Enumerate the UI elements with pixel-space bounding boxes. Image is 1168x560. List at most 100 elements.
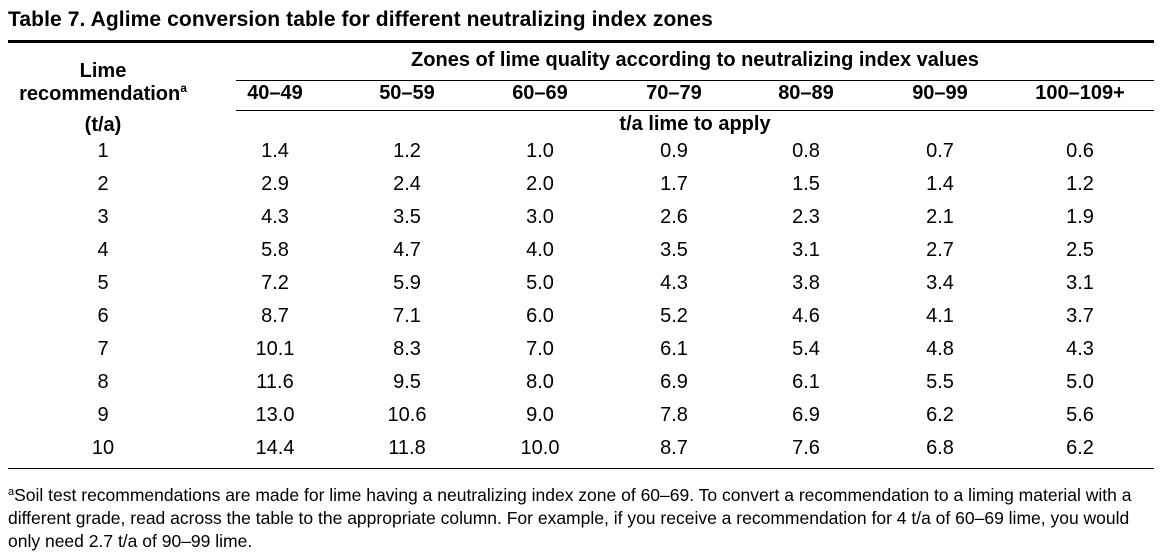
lime-to-apply-cell: 3.4	[926, 272, 954, 294]
lime-to-apply-cell: 9.5	[393, 371, 421, 393]
lime-to-apply-cell: 0.6	[1066, 140, 1094, 162]
lime-to-apply-cell: 0.7	[926, 140, 954, 162]
lime-header-footnote-mark: a	[180, 81, 187, 95]
footnote: aSoil test recommendations are made for …	[8, 481, 1158, 553]
lime-to-apply-cell: 6.8	[926, 437, 954, 459]
lime-to-apply-cell: 1.9	[1066, 206, 1094, 228]
lime-to-apply-cell: 5.2	[660, 305, 688, 327]
lime-to-apply-cell: 8.7	[261, 305, 289, 327]
lime-recommendation-cell: 7	[97, 338, 109, 360]
lime-recommendation-cell: 4	[97, 239, 109, 261]
apply-underline	[236, 110, 1154, 111]
lime-to-apply-cell: 5.9	[393, 272, 421, 294]
lime-to-apply-cell: 10.6	[387, 404, 427, 426]
lime-to-apply-cell: 6.0	[526, 305, 554, 327]
lime-to-apply-cell: 1.4	[261, 140, 289, 162]
lime-recommendation-cell: 3	[97, 206, 109, 228]
lime-to-apply-cell: 4.3	[1066, 338, 1094, 360]
lime-to-apply-cell: 1.0	[526, 140, 554, 162]
lime-recommendation-cell: 6	[97, 305, 109, 327]
lime-to-apply-cell: 5.5	[926, 371, 954, 393]
lime-to-apply-cell: 5.8	[261, 239, 289, 261]
lime-to-apply-cell: 2.4	[393, 173, 421, 195]
lime-to-apply-cell: 2.3	[792, 206, 820, 228]
top-rule	[8, 40, 1154, 43]
lime-to-apply-cell: 11.8	[388, 437, 426, 459]
zone-header: 70–79	[646, 82, 702, 104]
lime-to-apply-cell: 4.8	[926, 338, 954, 360]
lime-to-apply-cell: 7.8	[660, 404, 688, 426]
zones-caption: Zones of lime quality according to neutr…	[411, 49, 979, 71]
lime-recommendation-cell: 8	[97, 371, 109, 393]
zone-header: 80–89	[778, 82, 834, 104]
lime-to-apply-cell: 2.9	[261, 173, 289, 195]
lime-to-apply-cell: 4.1	[926, 305, 954, 327]
lime-to-apply-cell: 1.5	[792, 173, 820, 195]
lime-to-apply-cell: 4.6	[792, 305, 820, 327]
lime-to-apply-cell: 3.7	[1066, 305, 1094, 327]
lime-to-apply-cell: 13.0	[255, 404, 295, 426]
lime-to-apply-cell: 6.2	[1066, 437, 1094, 459]
lime-to-apply-cell: 10.1	[255, 338, 295, 360]
table-title: Table 7. Aglime conversion table for dif…	[8, 8, 713, 31]
lime-to-apply-cell: 5.4	[792, 338, 820, 360]
lime-to-apply-cell: 8.3	[393, 338, 421, 360]
lime-recommendation-cell: 1	[97, 140, 109, 162]
zones-underline	[236, 80, 1154, 81]
lime-to-apply-cell: 5.6	[1066, 404, 1094, 426]
lime-to-apply-cell: 0.8	[792, 140, 820, 162]
lime-to-apply-cell: 9.0	[526, 404, 554, 426]
lime-to-apply-cell: 5.0	[1066, 371, 1094, 393]
zone-header: 50–59	[379, 82, 435, 104]
unit-label: (t/a)	[84, 114, 122, 136]
zone-header: 100–109+	[1035, 82, 1125, 104]
lime-recommendation-cell: 9	[97, 404, 109, 426]
zone-header: 60–69	[512, 82, 568, 104]
lime-to-apply-cell: 7.2	[261, 272, 289, 294]
lime-header-line1: Lime	[79, 60, 127, 82]
lime-to-apply-cell: 4.0	[526, 239, 554, 261]
lime-to-apply-cell: 3.0	[526, 206, 554, 228]
footnote-text: Soil test recommendations are made for l…	[8, 485, 1132, 551]
lime-to-apply-cell: 7.6	[792, 437, 820, 459]
lime-to-apply-cell: 5.0	[526, 272, 554, 294]
lime-to-apply-cell: 6.9	[792, 404, 820, 426]
zone-header: 90–99	[912, 82, 968, 104]
zone-header: 40–49	[247, 82, 303, 104]
lime-to-apply-cell: 11.6	[256, 371, 294, 393]
lime-to-apply-cell: 2.1	[926, 206, 954, 228]
lime-to-apply-cell: 4.7	[393, 239, 421, 261]
lime-to-apply-cell: 10.0	[520, 437, 560, 459]
lime-header-line2: recommendationa	[8, 81, 198, 106]
lime-to-apply-cell: 2.0	[526, 173, 554, 195]
lime-to-apply-cell: 7.1	[393, 305, 421, 327]
lime-to-apply-cell: 8.7	[660, 437, 688, 459]
lime-to-apply-cell: 3.8	[792, 272, 820, 294]
lime-to-apply-cell: 3.5	[660, 239, 688, 261]
lime-to-apply-cell: 3.5	[393, 206, 421, 228]
lime-to-apply-cell: 14.4	[255, 437, 295, 459]
lime-to-apply-cell: 6.2	[926, 404, 954, 426]
lime-to-apply-cell: 2.6	[660, 206, 688, 228]
lime-to-apply-cell: 6.1	[660, 338, 688, 360]
lime-to-apply-cell: 1.2	[393, 140, 421, 162]
lime-to-apply-cell: 4.3	[660, 272, 688, 294]
apply-caption: t/a lime to apply	[619, 113, 771, 135]
lime-to-apply-cell: 3.1	[1066, 272, 1094, 294]
lime-to-apply-cell: 7.0	[526, 338, 554, 360]
lime-recommendation-cell: 2	[97, 173, 109, 195]
lime-to-apply-cell: 4.3	[261, 206, 289, 228]
lime-recommendation-cell: 5	[97, 272, 109, 294]
lime-header-text: recommendation	[19, 83, 181, 105]
lime-to-apply-cell: 2.7	[926, 239, 954, 261]
lime-recommendation-cell: 10	[91, 437, 115, 459]
lime-to-apply-cell: 1.7	[660, 173, 688, 195]
lime-to-apply-cell: 0.9	[660, 140, 688, 162]
lime-to-apply-cell: 1.4	[926, 173, 954, 195]
lime-to-apply-cell: 1.2	[1066, 173, 1094, 195]
lime-to-apply-cell: 2.5	[1066, 239, 1094, 261]
bottom-rule	[8, 468, 1154, 469]
lime-to-apply-cell: 6.1	[792, 371, 820, 393]
lime-to-apply-cell: 6.9	[660, 371, 688, 393]
lime-to-apply-cell: 8.0	[526, 371, 554, 393]
